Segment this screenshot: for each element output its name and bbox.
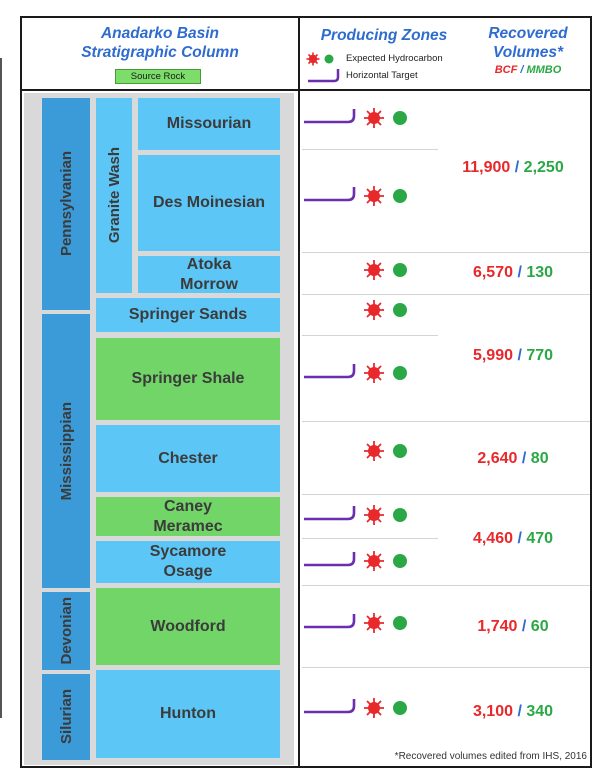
- formation-missourian: Missourian: [138, 98, 280, 150]
- group-granite-wash: Granite Wash: [96, 98, 132, 293]
- period-silurian: Silurian: [42, 674, 90, 760]
- volume-row-meramec-osage: 4,460 / 470: [472, 530, 554, 547]
- row-separator: [302, 335, 438, 336]
- legend-horizontal-target: Horizontal Target: [306, 67, 446, 83]
- volume-row-chester: 2,640 / 80: [477, 450, 549, 467]
- legend-expected-label: Expected Hydrocarbon: [346, 53, 443, 64]
- volume-bcf: 2,640: [477, 450, 518, 467]
- recovered-line2: Volumes*: [492, 44, 564, 61]
- formation-springer-sands: Springer Sands: [96, 298, 280, 332]
- header-divider: [20, 89, 592, 91]
- volume-bcf: 6,570: [472, 264, 513, 281]
- period-pennsylvanian: Pennsylvanian: [42, 98, 90, 310]
- row-separator: [302, 538, 438, 539]
- volume-row-atoka-morrow: 6,570 / 130: [472, 264, 554, 281]
- formation-sycamore-osage: Sycamore Osage: [96, 541, 280, 583]
- producing-zone-symbols-icon: [364, 260, 407, 280]
- producing-zones-title: Producing Zones: [320, 27, 448, 44]
- volume-mmbo: 470: [526, 530, 554, 547]
- period-mississippian: Mississippian: [42, 314, 90, 588]
- column-title-line2: Stratigraphic Column: [81, 44, 239, 61]
- unit-separator: /: [517, 64, 527, 76]
- group-granite-wash-label: Granite Wash: [105, 147, 123, 244]
- row-separator: [302, 585, 590, 586]
- volume-mmbo: 60: [530, 618, 549, 635]
- units-label: BCF / MMBO: [466, 64, 590, 76]
- producing-zone-symbols-icon: [304, 363, 407, 383]
- row-separator: [302, 294, 590, 295]
- column-divider: [298, 16, 300, 768]
- formation-atoka-label: Atoka: [186, 255, 232, 273]
- period-devonian: Devonian: [42, 592, 90, 670]
- row-separator: [302, 149, 438, 150]
- source-rock-legend: Source Rock: [115, 69, 201, 84]
- formation-des-moinesian: Des Moinesian: [138, 155, 280, 251]
- volume-row-woodford: 1,740 / 60: [477, 618, 549, 635]
- figure-frame: [20, 16, 592, 768]
- producing-zone-symbols-icon: [304, 505, 407, 525]
- volume-mmbo: 130: [526, 264, 554, 281]
- period-silurian-label: Silurian: [57, 689, 75, 745]
- hydrocarbon-symbol-icon: [306, 52, 334, 66]
- footnote: *Recovered volumes edited from IHS, 2016: [394, 751, 587, 762]
- horizontal-well-icon: [308, 69, 340, 83]
- volume-mmbo: 80: [530, 450, 549, 467]
- volume-bcf: 4,460: [472, 530, 513, 547]
- formation-sycamore-label: Sycamore: [149, 543, 227, 560]
- volume-bcf: 11,900: [462, 159, 511, 176]
- formation-chester: Chester: [96, 425, 280, 492]
- legend-expected-hydrocarbon: Expected Hydrocarbon: [306, 51, 446, 67]
- volume-mmbo: 2,250: [523, 159, 564, 176]
- volume-mmbo: 340: [526, 703, 554, 720]
- producing-zone-symbols-icon: [304, 698, 407, 718]
- formation-atoka-morrow: Atoka Morrow: [138, 256, 280, 293]
- formation-springer-shale: Springer Shale: [96, 338, 280, 420]
- producing-zone-symbols-icon: [304, 186, 407, 206]
- producing-zone-symbols-icon: [304, 551, 407, 571]
- recovered-line1: Recovered: [488, 25, 568, 42]
- row-separator: [302, 252, 590, 253]
- column-title-line1: Anadarko Basin: [100, 25, 219, 42]
- row-separator: [302, 421, 590, 422]
- formation-woodford: Woodford: [96, 588, 280, 665]
- left-edge-line: [0, 58, 2, 718]
- row-separator: [302, 494, 590, 495]
- volume-mmbo: 770: [526, 347, 554, 364]
- formation-hunton: Hunton: [96, 670, 280, 758]
- volume-bcf: 3,100: [472, 703, 513, 720]
- recovered-volumes-title: Recovered Volumes*: [466, 24, 590, 62]
- formation-caney-meramec: Caney Meramec: [96, 497, 280, 536]
- period-pennsylvanian-label: Pennsylvanian: [57, 151, 75, 257]
- volume-row-springer: 5,990 / 770: [472, 347, 554, 364]
- period-mississippian-label: Mississippian: [57, 401, 75, 501]
- producing-zone-symbols-icon: [304, 108, 407, 128]
- formation-caney-label: Caney: [163, 497, 213, 515]
- formation-meramec-label: Meramec: [153, 517, 223, 535]
- producing-zone-symbols-icon: [304, 613, 407, 633]
- formation-morrow-label: Morrow: [180, 275, 238, 293]
- producing-zone-symbols-icon: [364, 300, 407, 320]
- legend-target-label: Horizontal Target: [346, 70, 418, 81]
- volume-bcf: 1,740: [477, 618, 518, 635]
- unit-bcf: BCF: [494, 64, 518, 76]
- period-devonian-label: Devonian: [57, 597, 75, 665]
- formation-osage-label: Osage: [163, 563, 213, 580]
- producing-zone-symbols-icon: [364, 441, 407, 461]
- unit-mmbo: MMBO: [526, 64, 562, 76]
- column-title: Anadarko Basin Stratigraphic Column: [24, 24, 296, 62]
- volume-row-hunton: 3,100 / 340: [472, 703, 554, 720]
- volume-bcf: 5,990: [472, 347, 513, 364]
- row-separator: [302, 667, 590, 668]
- volume-row-pennsylvanian-upper: 11,900 / 2,250: [462, 159, 564, 176]
